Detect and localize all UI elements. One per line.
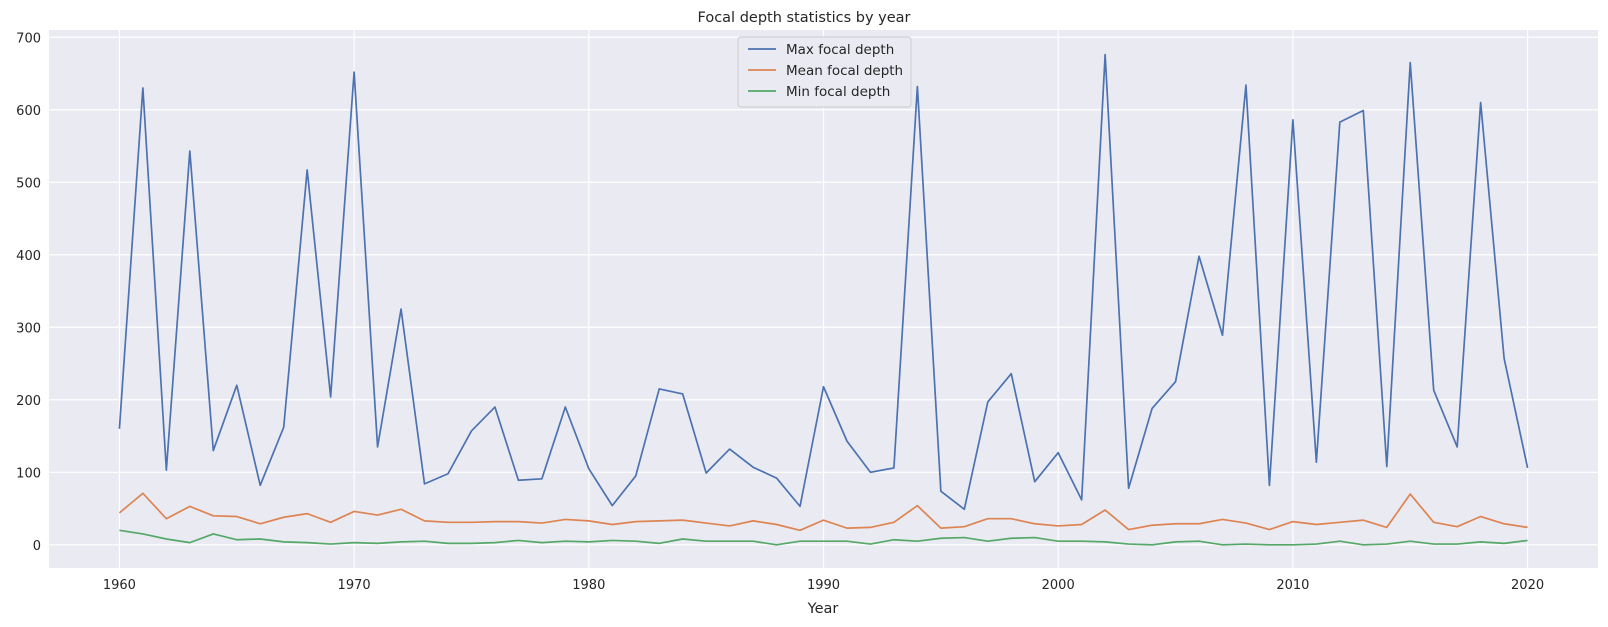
x-tick-label: 1970 (338, 578, 371, 593)
x-tick-label: 1980 (572, 578, 605, 593)
y-tick-label: 200 (16, 394, 41, 409)
y-tick-label: 0 (33, 539, 41, 554)
y-tick-label: 500 (16, 176, 41, 191)
y-tick-label: 600 (16, 104, 41, 119)
legend-label: Min focal depth (786, 84, 890, 100)
series-lines (118, 53, 1529, 546)
x-axis-tick-labels: 1960 1970 1980 1990 2000 2010 2020 (103, 578, 1544, 593)
x-tick-label: 2000 (1042, 578, 1075, 593)
chart-title: Focal depth statistics by year (698, 10, 911, 26)
x-tick-label: 1990 (807, 578, 840, 593)
x-axis-label: Year (807, 601, 839, 617)
series-line-2 (119, 529, 1528, 546)
legend-box (737, 36, 912, 108)
y-tick-label: 100 (16, 466, 41, 481)
series-line-0 (118, 53, 1529, 511)
legend-label: Mean focal depth (786, 63, 903, 79)
x-tick-label: 1960 (103, 578, 136, 593)
x-tick-label: 2020 (1511, 578, 1544, 593)
grid-lines (49, 30, 1598, 568)
y-tick-label: 400 (16, 249, 41, 264)
y-tick-label: 300 (16, 321, 41, 336)
y-axis-tick-labels: 0 100 200 300 400 500 600 700 (16, 31, 41, 554)
legend-label: Max focal depth (786, 42, 894, 58)
x-tick-label: 2010 (1276, 578, 1309, 593)
series-line-1 (118, 492, 1528, 532)
legend: Max focal depth Mean focal depth Min focal… (737, 36, 912, 108)
y-tick-label: 700 (16, 31, 41, 46)
